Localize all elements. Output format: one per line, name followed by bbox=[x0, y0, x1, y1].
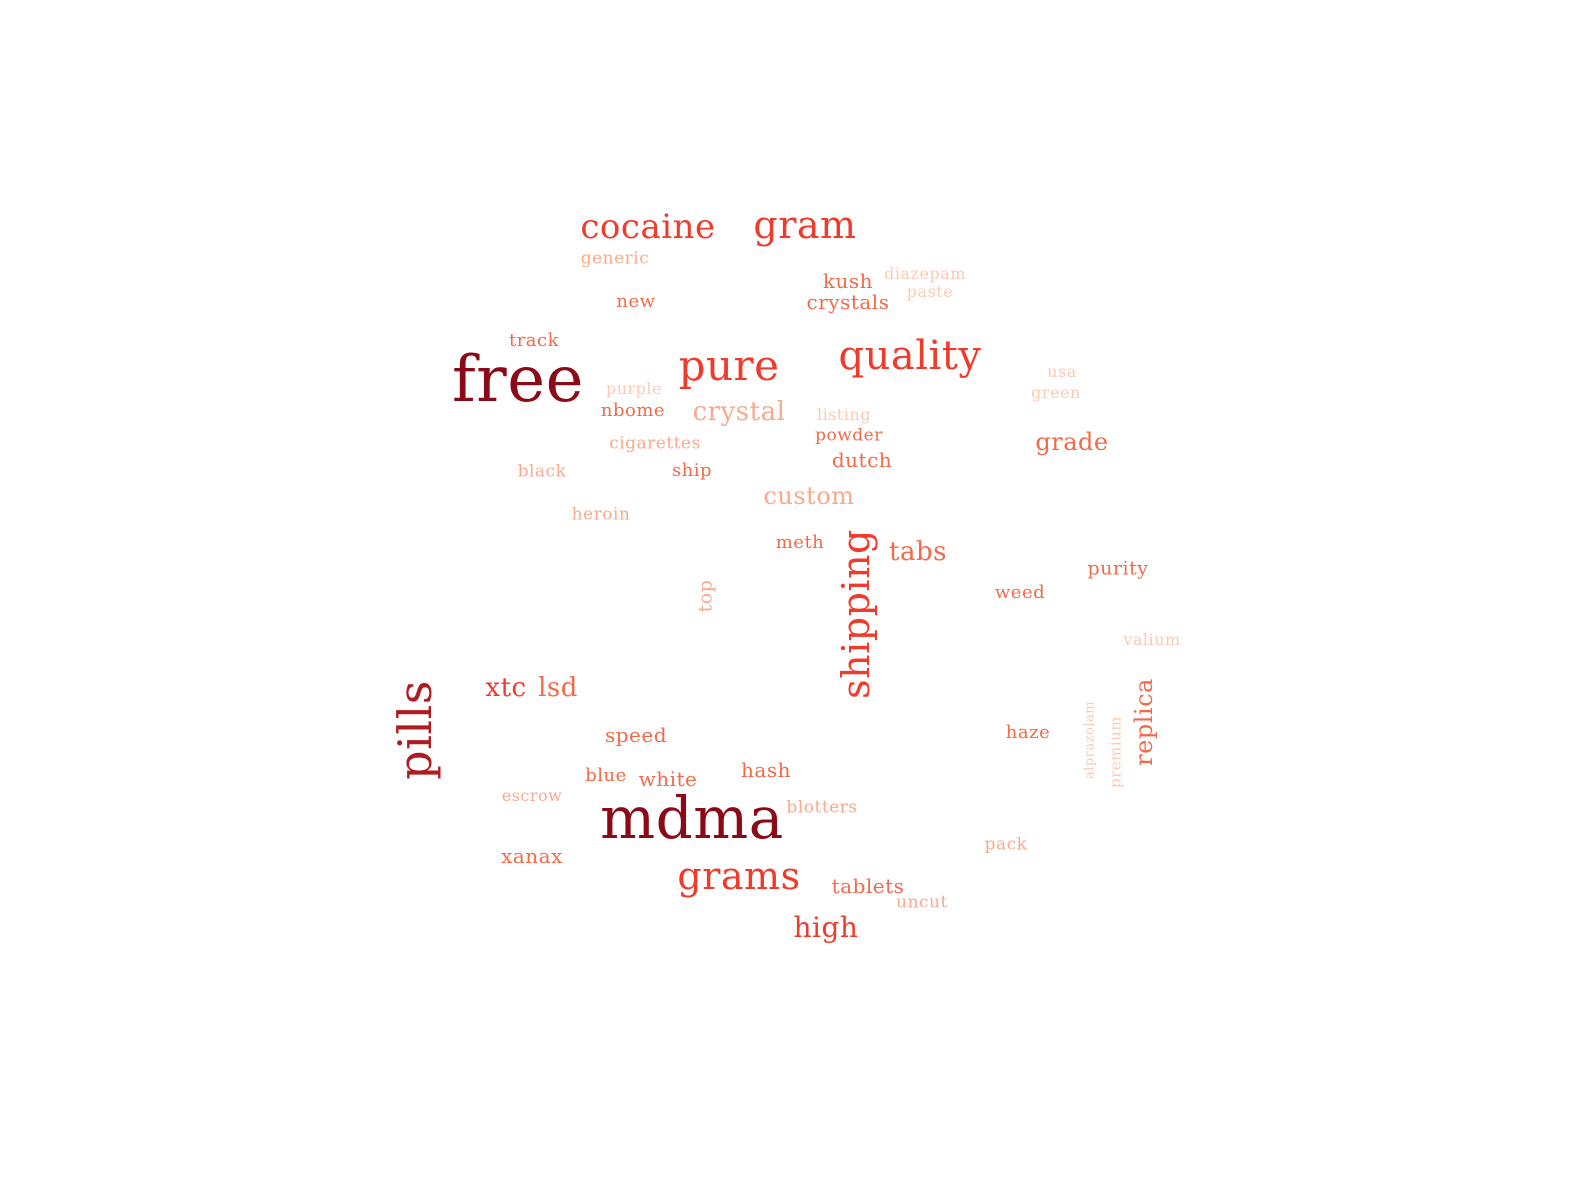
word-ship: ship bbox=[671, 460, 713, 481]
word-grams: grams bbox=[677, 854, 801, 898]
word-purple: purple bbox=[605, 379, 663, 398]
word-high: high bbox=[793, 911, 859, 944]
word-pills: pills bbox=[388, 680, 442, 780]
word-usa: usa bbox=[1047, 362, 1077, 381]
word-lsd: lsd bbox=[538, 673, 578, 703]
word-cocaine: cocaine bbox=[580, 207, 716, 247]
word-purity: purity bbox=[1087, 557, 1149, 580]
word-dutch: dutch bbox=[831, 448, 893, 472]
word-custom: custom bbox=[763, 482, 855, 510]
word-pack: pack bbox=[984, 834, 1028, 855]
word-green: green bbox=[1031, 383, 1081, 402]
word-listing: listing bbox=[816, 405, 872, 424]
word-premium: premium bbox=[1106, 715, 1125, 789]
word-tabs: tabs bbox=[889, 537, 947, 567]
word-track: track bbox=[508, 330, 560, 351]
word-speed: speed bbox=[604, 723, 668, 747]
word-free: free bbox=[451, 343, 585, 417]
word-nbome: nbome bbox=[600, 400, 666, 421]
word-new: new bbox=[616, 291, 656, 312]
word-top: top bbox=[694, 579, 717, 613]
word-valium: valium bbox=[1123, 630, 1181, 649]
word-blue: blue bbox=[585, 765, 627, 786]
word-black: black bbox=[517, 461, 567, 482]
word-generic: generic bbox=[580, 248, 650, 269]
word-white: white bbox=[638, 767, 698, 791]
word-kush: kush bbox=[822, 269, 874, 293]
word-paste: paste bbox=[906, 282, 954, 301]
word-grade: grade bbox=[1035, 428, 1109, 456]
word-xtc: xtc bbox=[485, 673, 527, 703]
word-powder: powder bbox=[815, 425, 883, 446]
word-meth: meth bbox=[775, 532, 825, 553]
word-blotters: blotters bbox=[786, 797, 858, 818]
word-uncut: uncut bbox=[896, 892, 948, 913]
word-diazepam: diazepam bbox=[884, 264, 966, 283]
word-haze: haze bbox=[1005, 722, 1051, 743]
word-gram: gram bbox=[753, 203, 857, 247]
word-escrow: escrow bbox=[501, 786, 563, 805]
word-shipping: shipping bbox=[834, 529, 878, 699]
word-quality: quality bbox=[838, 333, 982, 379]
word-crystals: crystals bbox=[806, 290, 890, 314]
word-xanax: xanax bbox=[501, 844, 563, 868]
word-tablets: tablets bbox=[831, 874, 905, 898]
word-heroin: heroin bbox=[571, 504, 631, 525]
word-cigarettes: cigarettes bbox=[609, 433, 701, 454]
word-weed: weed bbox=[994, 582, 1046, 603]
word-hash: hash bbox=[741, 758, 791, 782]
word-crystal: crystal bbox=[692, 397, 786, 427]
word-replica: replica bbox=[1130, 678, 1158, 766]
word-mdma: mdma bbox=[600, 784, 784, 852]
word-alprazolam: alprazolam bbox=[1082, 700, 1098, 780]
word-pure: pure bbox=[678, 341, 780, 390]
